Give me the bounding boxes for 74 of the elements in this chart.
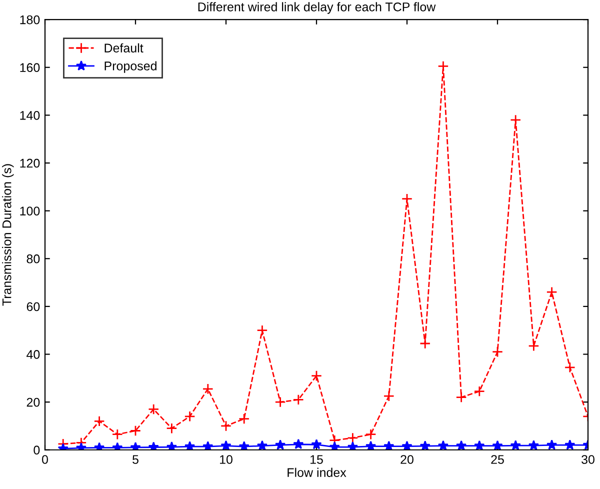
point [148,442,159,450]
x-tick-label: 25 [491,455,504,464]
point [510,440,521,450]
point [220,440,232,450]
point [546,440,558,450]
point [112,428,123,440]
y-tick-label: 100 [20,206,40,216]
point [546,286,558,298]
point [184,410,196,422]
point [310,370,322,382]
x-tick-label: 0 [42,455,48,464]
y-tick-label: 20 [26,398,40,407]
y-tick-label: 80 [26,254,40,264]
point [238,413,250,424]
point [130,425,142,436]
x-tick-label: 5 [132,455,138,464]
y-tick-label: 0 [34,446,40,455]
legend-label: Proposed [104,61,156,73]
point [528,440,540,450]
y-axis-title: Transmission Duration (s) [2,164,14,306]
point [347,432,358,444]
point [438,440,449,450]
point [564,440,576,450]
point [365,428,376,440]
y-tick-label: 120 [20,158,40,168]
point [456,440,467,450]
point [492,440,503,450]
x-tick-label: 20 [400,455,414,464]
point [510,114,522,126]
point [402,440,412,450]
x-axis-title: Flow index [288,468,346,477]
point [256,324,268,336]
point [130,442,141,450]
point [474,440,485,450]
point [274,396,286,408]
point [148,404,160,415]
point [166,441,178,450]
point [456,392,467,403]
point [528,340,540,352]
point [492,346,504,358]
point [329,441,340,450]
point [311,439,322,450]
point [420,338,431,350]
point [184,440,196,450]
point [438,60,449,72]
y-tick-label: 160 [20,63,40,72]
chart-title: Different wired link delay for each TCP flow [198,2,436,14]
y-tick-label: 60 [26,302,40,312]
point [564,362,576,373]
point [202,383,214,394]
point [202,440,214,450]
y-tick-label: 180 [20,15,40,24]
point [220,420,232,432]
point [292,394,304,406]
x-tick-label: 10 [220,455,232,464]
x-tick-label: 15 [310,455,323,464]
point [112,442,123,450]
point [383,390,394,402]
point [420,440,430,450]
point [256,440,268,450]
point [365,440,376,450]
legend-label: Default [104,43,144,52]
point [347,441,358,450]
x-tick-label: 30 [582,455,594,464]
point [384,440,394,450]
point [474,386,485,397]
point [166,422,178,434]
y-tick-label: 40 [26,350,40,359]
point [94,416,105,427]
point [293,438,304,450]
y-tick-label: 140 [20,110,40,120]
point [401,193,413,204]
point [238,440,250,450]
point [274,440,286,450]
